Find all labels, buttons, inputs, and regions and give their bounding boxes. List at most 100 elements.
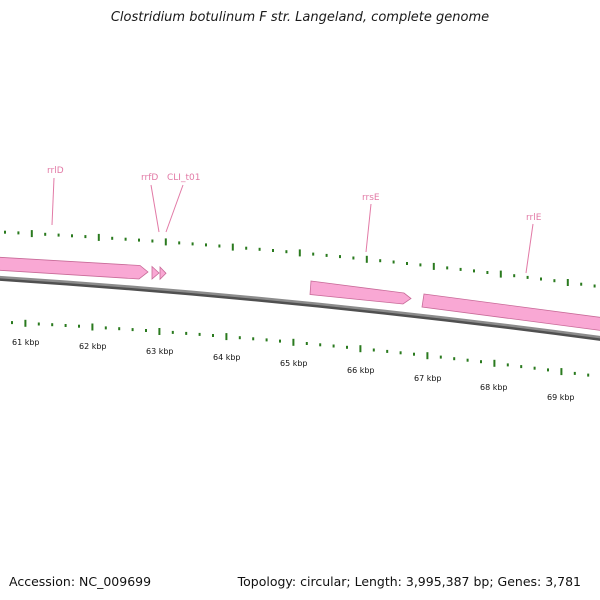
outer-minor-tick <box>325 253 328 257</box>
inner-minor-tick <box>533 366 536 370</box>
inner-minor-tick <box>506 363 509 367</box>
inner-minor-tick <box>439 355 442 359</box>
inner-minor-tick <box>37 322 40 326</box>
outer-minor-tick <box>84 235 87 239</box>
inner-minor-tick <box>547 368 549 372</box>
feature-rrlE[interactable] <box>421 293 600 331</box>
inner-minor-tick <box>198 332 201 336</box>
leader-CLI_t01 <box>165 184 184 233</box>
scale-label-61kbp: 61 kbp <box>12 338 40 347</box>
outer-major-tick <box>298 249 301 257</box>
scale-label-64kbp: 64 kbp <box>213 353 241 362</box>
outer-minor-tick <box>419 263 422 267</box>
feature-rrfD[interactable] <box>151 265 160 280</box>
inner-major-tick <box>560 368 563 376</box>
leader-rrsE <box>365 203 372 253</box>
leader-rrlD <box>51 177 55 226</box>
outer-minor-tick <box>71 234 73 238</box>
gene-label-rrlE: rrlE <box>526 213 542 223</box>
outer-minor-tick <box>446 266 449 270</box>
inner-minor-tick <box>372 348 375 352</box>
inner-minor-tick <box>587 373 590 377</box>
inner-major-tick <box>426 352 429 360</box>
inner-minor-tick <box>131 328 134 332</box>
inner-minor-tick <box>104 326 107 330</box>
genome-backbone <box>0 275 600 339</box>
inner-major-tick <box>24 319 27 327</box>
outer-minor-tick <box>124 237 127 241</box>
genome-summary-text: Topology: circular; Length: 3,995,387 bp… <box>237 574 581 589</box>
scale-label-68kbp: 68 kbp <box>480 383 508 392</box>
gene-label-rrfD: rrfD <box>141 173 158 183</box>
inner-tick-track <box>11 319 590 377</box>
inner-minor-tick <box>573 371 576 375</box>
inner-minor-tick <box>319 343 322 347</box>
inner-minor-tick <box>252 337 255 341</box>
scale-label-69kbp: 69 kbp <box>547 393 575 402</box>
feature-rrsE[interactable] <box>309 280 412 305</box>
outer-minor-tick <box>285 250 288 254</box>
inner-major-tick <box>158 328 161 335</box>
inner-major-tick <box>359 345 362 353</box>
outer-minor-tick <box>191 242 194 246</box>
inner-minor-tick <box>64 324 67 327</box>
inner-major-tick <box>493 359 496 367</box>
inner-minor-tick <box>118 327 121 331</box>
outer-minor-tick <box>245 246 248 250</box>
inner-minor-tick <box>399 351 402 355</box>
outer-minor-tick <box>205 243 207 247</box>
outer-minor-tick <box>459 267 462 271</box>
outer-minor-tick <box>151 239 154 243</box>
outer-minor-tick <box>553 279 556 283</box>
outer-minor-tick <box>258 247 261 251</box>
outer-minor-tick <box>312 252 315 256</box>
outer-major-tick <box>97 233 100 241</box>
outer-major-tick <box>365 255 368 263</box>
outer-minor-tick <box>473 269 475 273</box>
inner-minor-tick <box>332 344 335 348</box>
outer-minor-tick <box>178 241 181 245</box>
inner-minor-tick <box>453 357 456 361</box>
scale-label-66kbp: 66 kbp <box>347 366 375 375</box>
outer-minor-tick <box>57 233 60 237</box>
inner-minor-tick <box>413 352 415 356</box>
backbone-shadow <box>0 276 600 341</box>
outer-major-tick <box>432 262 435 270</box>
outer-major-tick <box>566 279 569 286</box>
outer-minor-tick <box>44 232 47 236</box>
outer-minor-tick <box>526 275 529 279</box>
outer-minor-tick <box>352 256 355 260</box>
outer-major-tick <box>164 238 167 246</box>
outer-minor-tick <box>4 230 6 234</box>
inner-minor-tick <box>51 323 54 327</box>
inner-minor-tick <box>185 331 188 335</box>
feature-CLI_t01[interactable] <box>159 266 167 281</box>
outer-minor-tick <box>486 271 489 274</box>
outer-tick-track <box>4 230 596 288</box>
inner-minor-tick <box>11 321 13 325</box>
inner-minor-tick <box>480 360 482 364</box>
gene-label-rrsE: rrsE <box>362 193 380 203</box>
outer-minor-tick <box>406 262 408 265</box>
scale-label-63kbp: 63 kbp <box>146 347 174 356</box>
feature-rrlD[interactable] <box>0 256 149 280</box>
outer-minor-tick <box>379 259 382 263</box>
inner-minor-tick <box>520 365 523 369</box>
inner-major-tick <box>91 323 94 331</box>
map-title: Clostridium botulinum F str. Langeland, … <box>110 10 490 25</box>
outer-minor-tick <box>218 244 221 248</box>
outer-minor-tick <box>392 260 395 264</box>
inner-minor-tick <box>346 345 348 349</box>
scale-label-67kbp: 67 kbp <box>414 374 442 383</box>
inner-minor-tick <box>386 349 389 353</box>
inner-minor-tick <box>305 342 308 345</box>
outer-major-tick <box>30 230 33 238</box>
inner-minor-tick <box>265 338 268 342</box>
inner-major-tick <box>292 338 295 346</box>
scale-label-62kbp: 62 kbp <box>79 342 107 351</box>
outer-major-tick <box>231 243 234 251</box>
outer-minor-tick <box>513 274 516 278</box>
outer-minor-tick <box>17 231 20 235</box>
outer-minor-tick <box>111 236 114 240</box>
